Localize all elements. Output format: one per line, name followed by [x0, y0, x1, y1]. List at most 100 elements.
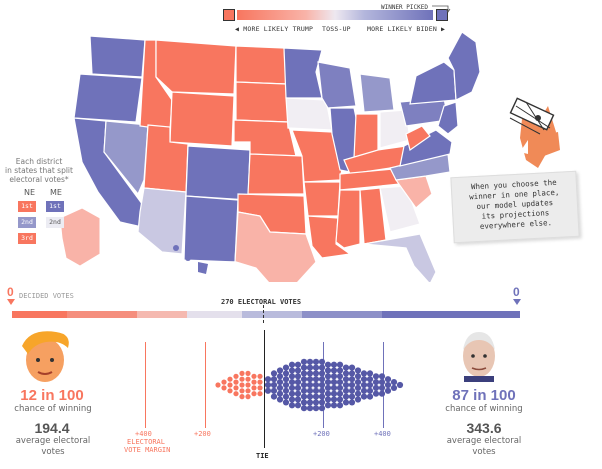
outcome-dot	[288, 379, 296, 386]
outcome-dot-plot	[215, 358, 404, 412]
state-ks[interactable]	[247, 153, 305, 195]
outcome-dot	[245, 376, 251, 382]
state-va[interactable]	[399, 129, 453, 167]
outcome-dot	[245, 388, 251, 394]
outcome-dot	[306, 399, 314, 406]
outcome-dot	[324, 373, 332, 380]
outcome-dot	[276, 373, 284, 380]
outcome-dot	[233, 373, 239, 379]
state-nj-md-de[interactable]	[437, 101, 459, 135]
outcome-dot	[366, 381, 374, 389]
winner-picked-label: WINNER PICKED	[381, 4, 428, 11]
outcome-dot	[342, 393, 350, 400]
state-ny[interactable]	[409, 61, 457, 105]
trump-winner-swatch[interactable]	[223, 9, 235, 21]
outcome-dot	[282, 370, 290, 377]
state-wv[interactable]	[405, 125, 431, 151]
outcome-dot	[239, 388, 245, 394]
gridline-plus200-left	[205, 342, 206, 428]
state-co[interactable]	[185, 145, 251, 201]
state-mi[interactable]	[359, 73, 395, 113]
state-fl[interactable]	[363, 233, 437, 282]
ne-district-3[interactable]: 3rd	[18, 233, 36, 244]
threshold-line	[263, 305, 264, 323]
outcome-dot	[306, 381, 314, 389]
outcome-dot	[251, 385, 257, 391]
me-district-2[interactable]: 2nd	[46, 217, 64, 228]
outcome-dot	[372, 390, 380, 397]
ne-district-2[interactable]: 2nd	[18, 217, 36, 228]
outcome-dot	[239, 376, 245, 382]
bar-biden-lean	[242, 311, 302, 318]
biden-decided-marker-icon	[513, 299, 521, 305]
outcome-dot	[294, 396, 302, 403]
state-nm[interactable]	[183, 195, 239, 263]
trump-odds: 12 in 100	[20, 387, 84, 404]
outcome-dot	[342, 399, 350, 406]
state-mt[interactable]	[155, 39, 237, 95]
outcome-dot	[270, 381, 278, 389]
state-ar[interactable]	[303, 181, 341, 217]
outcome-dot	[330, 367, 338, 374]
state-sd[interactable]	[235, 81, 289, 123]
axis-plus200-left: +200	[194, 430, 211, 438]
outcome-dot	[294, 373, 302, 380]
outcome-dot	[221, 379, 227, 385]
state-az[interactable]	[137, 187, 187, 255]
outcome-dot	[318, 376, 326, 383]
outcome-dot	[378, 390, 386, 397]
outcome-dot	[239, 370, 245, 376]
outcome-dot	[378, 379, 386, 386]
more-likely-biden-label: MORE LIKELY BIDEN ▶	[367, 25, 446, 33]
district-caption: Each district in states that split elect…	[5, 157, 73, 184]
electoral-vote-bar[interactable]	[12, 311, 520, 318]
state-tx[interactable]	[210, 211, 317, 282]
outcome-dot	[318, 370, 326, 377]
state-ms[interactable]	[335, 189, 361, 249]
outcome-dot	[342, 364, 350, 371]
outcome-dot	[312, 358, 320, 365]
outcome-dot	[348, 387, 356, 394]
outcome-dot	[324, 402, 332, 409]
biden-winner-swatch[interactable]	[436, 9, 448, 21]
state-hi-3[interactable]	[198, 262, 208, 274]
outcome-dot	[251, 373, 257, 379]
trump-avg-caption: average electoral votes	[15, 436, 91, 457]
state-wi[interactable]	[317, 61, 357, 109]
outcome-dot	[306, 387, 314, 394]
outcome-dot	[300, 370, 308, 377]
outcome-dot	[282, 376, 290, 383]
biden-odds-caption: chance of winning	[445, 404, 523, 414]
state-mn[interactable]	[283, 47, 323, 99]
outcome-dot	[288, 390, 296, 397]
state-ak[interactable]	[60, 207, 101, 267]
outcome-dot	[227, 376, 233, 382]
me-district-1[interactable]: 1st	[46, 201, 64, 212]
outcome-dot	[360, 376, 368, 383]
outcome-dot	[276, 379, 284, 386]
outcome-dot	[360, 370, 368, 377]
outcome-dot	[330, 373, 338, 380]
state-or[interactable]	[73, 73, 143, 123]
state-wy[interactable]	[169, 91, 235, 147]
outcome-dot	[282, 381, 290, 389]
outcome-dot	[384, 381, 392, 389]
outcome-dot	[366, 393, 374, 400]
trump-decided-votes: 0	[7, 285, 14, 299]
state-nd[interactable]	[235, 45, 287, 85]
outcome-dot	[354, 384, 362, 391]
outcome-dot	[336, 367, 344, 374]
state-new-england[interactable]	[447, 31, 481, 101]
biden-avg-caption: average electoral votes	[446, 436, 522, 457]
outcome-dot	[233, 391, 239, 397]
state-hi-2[interactable]	[185, 255, 191, 261]
outcome-dot	[227, 388, 233, 394]
outcome-dot	[324, 379, 332, 386]
state-wa[interactable]	[89, 35, 146, 78]
outcome-dot	[366, 370, 374, 377]
state-hi-1[interactable]	[173, 245, 179, 251]
bar-biden-solid	[382, 311, 520, 318]
outcome-dot	[336, 373, 344, 380]
ne-district-1[interactable]: 1st	[18, 201, 36, 212]
outcome-dot	[342, 370, 350, 377]
